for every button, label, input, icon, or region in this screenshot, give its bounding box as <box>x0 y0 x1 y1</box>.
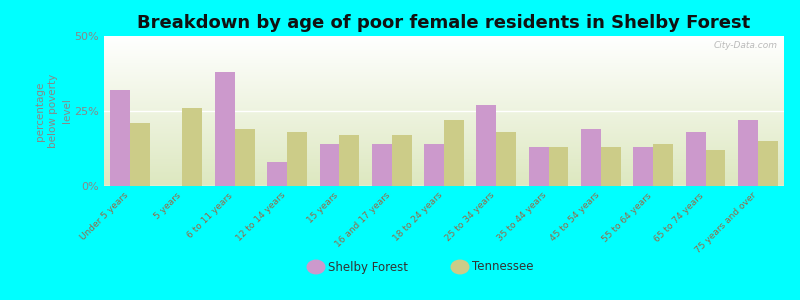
Bar <box>706 150 726 186</box>
Bar <box>130 123 150 186</box>
Title: Breakdown by age of poor female residents in Shelby Forest: Breakdown by age of poor female resident… <box>138 14 750 32</box>
Bar <box>477 105 496 186</box>
Bar <box>392 135 411 186</box>
Bar <box>110 90 130 186</box>
Text: Tennessee: Tennessee <box>472 260 534 274</box>
Bar <box>319 144 339 186</box>
Text: Shelby Forest: Shelby Forest <box>328 260 408 274</box>
Bar <box>601 147 621 186</box>
Bar <box>234 129 254 186</box>
Bar <box>738 120 758 186</box>
Text: City-Data.com: City-Data.com <box>714 40 778 50</box>
Bar <box>758 141 778 186</box>
Bar <box>444 120 464 186</box>
Bar <box>372 144 392 186</box>
Bar <box>549 147 569 186</box>
Bar <box>686 132 706 186</box>
Bar <box>581 129 601 186</box>
Bar <box>339 135 359 186</box>
Bar <box>496 132 516 186</box>
Bar <box>424 144 444 186</box>
Bar <box>267 162 287 186</box>
Bar <box>182 108 202 186</box>
Bar <box>215 72 234 186</box>
Bar <box>287 132 307 186</box>
Y-axis label: percentage
below poverty
level: percentage below poverty level <box>35 74 72 148</box>
Bar <box>654 144 673 186</box>
Bar <box>634 147 654 186</box>
Bar <box>529 147 549 186</box>
